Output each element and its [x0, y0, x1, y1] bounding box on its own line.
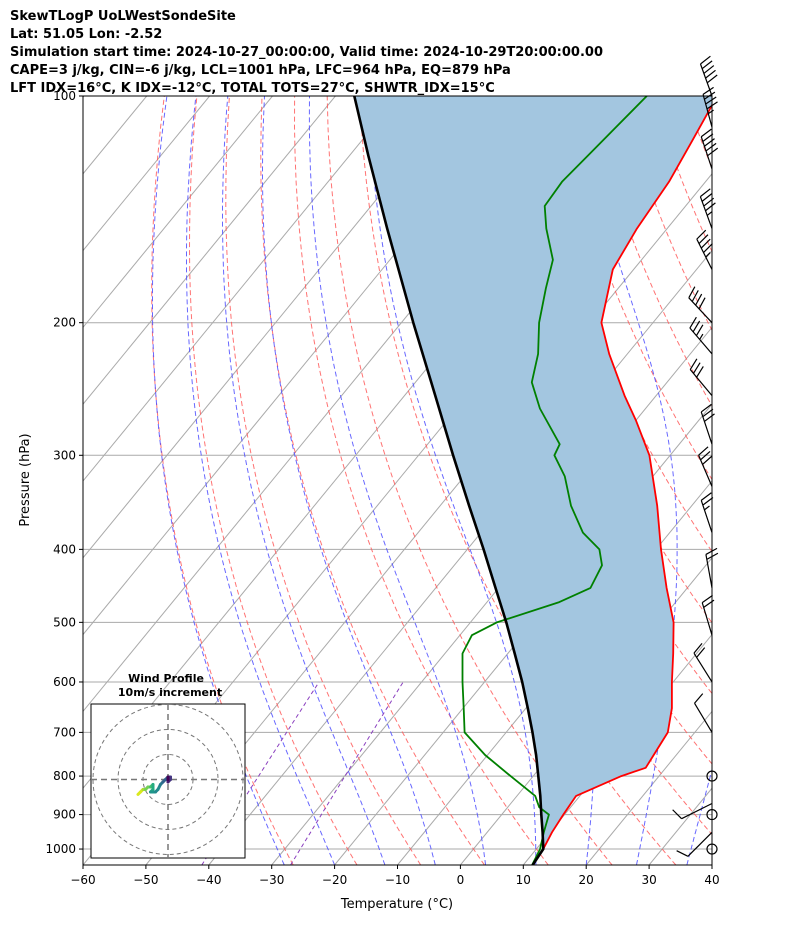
- wind-barb: [700, 492, 714, 533]
- temperature-profile: [531, 103, 712, 865]
- index-line: LFT IDX=16°C, K IDX=-12°C, TOTAL TOTS=27…: [10, 81, 495, 96]
- y-tick-label: 800: [53, 769, 76, 783]
- wind-barb: [700, 128, 719, 170]
- x-tick-label: −30: [259, 873, 284, 887]
- isotherm-line: [83, 96, 273, 329]
- wind-barb: [698, 446, 713, 487]
- x-tick-label: 40: [704, 873, 719, 887]
- moist-adiabat: [367, 96, 537, 865]
- wind-barb: [702, 86, 718, 128]
- y-tick-label: 500: [53, 615, 76, 629]
- x-tick-label: −60: [70, 873, 95, 887]
- isotherm-line: [83, 96, 210, 252]
- x-tick-label: 0: [457, 873, 465, 887]
- wind-barb: [689, 358, 713, 397]
- isotherm-line: [397, 480, 712, 865]
- x-tick-label: −20: [322, 873, 347, 887]
- y-tick-label: 200: [53, 316, 76, 330]
- dry-adiabat: [685, 96, 712, 170]
- wind-barb: [700, 403, 715, 445]
- x-axis-label: Temperature (°C): [340, 897, 453, 912]
- wind-barb: [672, 802, 713, 820]
- moist-adiabat: [686, 767, 712, 865]
- moist-adiabat: [186, 96, 336, 865]
- chart-title: SkewTLogP UoLWestSondeSite: [10, 9, 236, 24]
- wind-barb: [699, 55, 718, 97]
- cape-shading: [354, 96, 712, 849]
- moist-adiabat: [222, 96, 386, 865]
- dry-adiabat: [783, 96, 794, 865]
- isotherm-line: [585, 710, 712, 865]
- y-tick-label: 600: [53, 675, 76, 689]
- location-line: Lat: 51.05 Lon: -2.52: [10, 27, 163, 42]
- dewpoint-profile: [461, 96, 648, 865]
- moist-adiabat: [152, 96, 285, 865]
- y-tick-label: 700: [53, 725, 76, 739]
- wind-barb: [693, 643, 713, 683]
- isotherm-line: [648, 787, 712, 865]
- dry-adiabat: [260, 96, 485, 865]
- wind-barb: [693, 693, 713, 733]
- moist-adiabat: [308, 96, 487, 865]
- wind-barb: [688, 286, 713, 324]
- chart-header: SkewTLogP UoLWestSondeSite Lat: 51.05 Lo…: [10, 8, 790, 98]
- y-tick-label: 100: [53, 89, 76, 103]
- x-tick-label: −40: [196, 873, 221, 887]
- x-tick-label: 20: [579, 873, 594, 887]
- wind-barb: [706, 808, 718, 821]
- x-tick-label: 30: [641, 873, 656, 887]
- isotherm-line: [83, 96, 336, 405]
- dry-adiabat: [151, 96, 294, 865]
- cape-line: CAPE=3 j/kg, CIN=-6 j/kg, LCL=1001 hPa, …: [10, 63, 511, 78]
- mixing-ratio-line: [290, 681, 404, 865]
- dry-adiabat: [188, 96, 358, 865]
- parcel-profile: [353, 96, 545, 865]
- wind-barb: [705, 547, 719, 589]
- moist-adiabat: [262, 96, 436, 865]
- wind-barb: [696, 229, 713, 270]
- y-tick-label: 300: [53, 448, 76, 462]
- wind-barb: [689, 316, 713, 355]
- x-tick-label: 10: [516, 873, 531, 887]
- dry-adiabat: [718, 96, 794, 865]
- hodograph-inset: Wind Profile 10m/s increment: [90, 672, 246, 859]
- hodograph-title: Wind Profile: [128, 672, 204, 685]
- wind-barb: [706, 843, 718, 855]
- y-tick-label: 900: [53, 808, 76, 822]
- wind-barb: [706, 770, 718, 782]
- isotherm-line: [83, 96, 85, 98]
- isotherm-line: [711, 864, 712, 865]
- dry-adiabat: [751, 96, 794, 865]
- wind-barb: [701, 594, 715, 636]
- y-tick-label: 400: [53, 542, 76, 556]
- wind-barb: [676, 831, 713, 857]
- y-axis-label: Pressure (hPa): [18, 433, 33, 526]
- hodograph-subtitle: 10m/s increment: [118, 686, 222, 699]
- x-tick-label: −50: [133, 873, 158, 887]
- time-line: Simulation start time: 2024-10-27_00:00:…: [10, 45, 603, 60]
- wind-barbs: [672, 55, 719, 857]
- dry-adiabat: [326, 96, 613, 865]
- x-tick-label: −10: [385, 873, 410, 887]
- wind-barb: [699, 188, 716, 229]
- data-layer: [353, 96, 712, 865]
- y-tick-label: 1000: [45, 842, 76, 856]
- isotherm-line: [83, 96, 462, 559]
- dry-adiabat: [293, 96, 549, 865]
